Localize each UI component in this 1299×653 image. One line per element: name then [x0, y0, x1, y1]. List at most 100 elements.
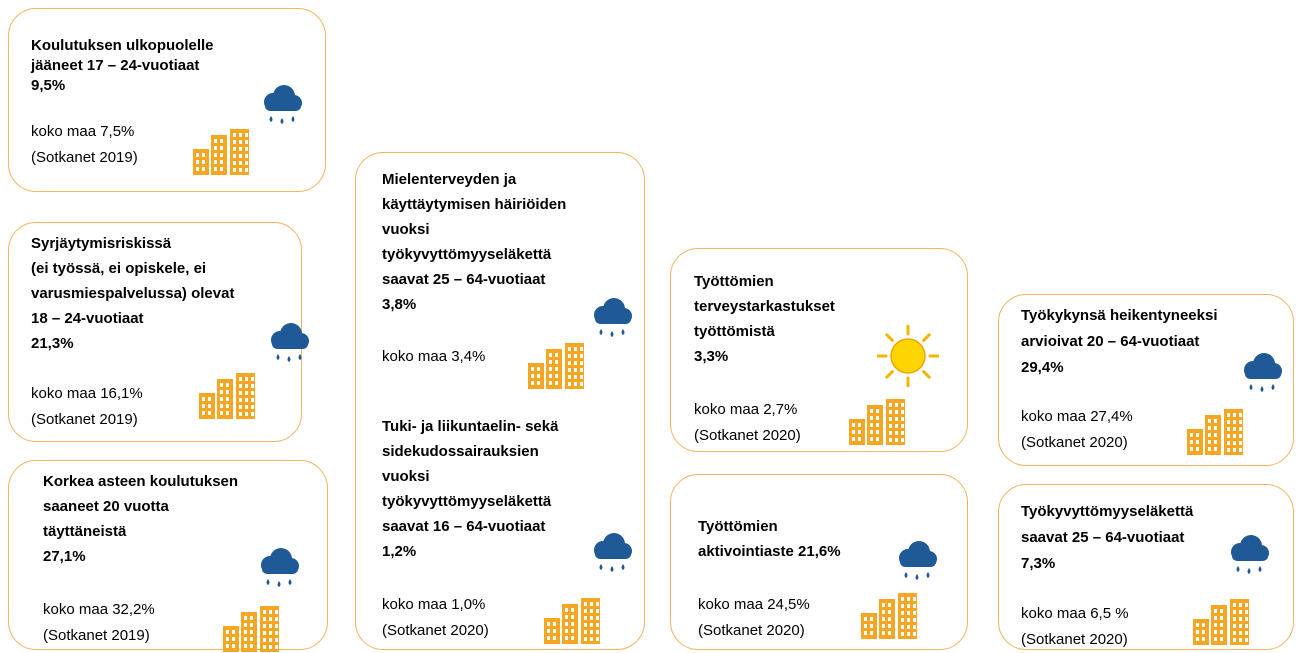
window: [245, 412, 248, 416]
window: [568, 347, 571, 351]
window: [239, 147, 242, 151]
window: [553, 629, 556, 633]
title-line: sidekudossairauksien: [382, 443, 539, 460]
window: [882, 617, 885, 621]
indicator-value: 3,3%: [694, 348, 729, 365]
window: [263, 624, 266, 628]
window: [549, 353, 552, 357]
title-line: saavat 16 – 64-vuotiaat: [382, 518, 546, 535]
window: [574, 354, 577, 358]
indicator-value: 3,8%: [382, 296, 417, 313]
sun-ray: [922, 370, 931, 379]
window: [1214, 419, 1217, 423]
window: [202, 153, 205, 157]
window: [901, 604, 904, 608]
window: [1239, 610, 1242, 614]
window: [584, 637, 587, 641]
indicator-value: 7,3%: [1021, 555, 1056, 572]
window: [275, 645, 278, 649]
window: [1233, 420, 1236, 424]
card: Työttömien terveystarkastukset työttömistä…: [670, 248, 968, 452]
window: [1233, 617, 1236, 621]
window: [1227, 441, 1230, 445]
window: [1208, 426, 1211, 430]
window: [565, 622, 568, 626]
title-line: vuoksi: [382, 221, 430, 238]
window: [596, 616, 599, 620]
title-line: Korkea asteen koulutuksen: [43, 473, 239, 490]
sun-ray: [885, 370, 894, 379]
source: (Sotkanet 2019): [31, 149, 138, 166]
rain-drop: [1260, 386, 1264, 392]
window: [555, 374, 558, 378]
title-line: aktivointiaste 21,6%: [698, 543, 841, 560]
window: [852, 437, 855, 441]
window: [596, 602, 599, 606]
window: [196, 153, 199, 157]
window: [895, 424, 898, 428]
window: [1227, 413, 1230, 417]
window: [882, 631, 885, 635]
window: [852, 423, 855, 427]
window: [1220, 623, 1223, 627]
window: [1208, 419, 1211, 423]
window: [239, 384, 242, 388]
rain-drop: [298, 354, 302, 360]
window: [596, 623, 599, 627]
window: [889, 410, 892, 414]
window: [226, 644, 229, 648]
window: [1233, 413, 1236, 417]
title-block: Korkea asteen koulutuksen saaneet 20 vuot…: [43, 469, 238, 569]
national-comparison: koko maa 1,0%: [382, 596, 486, 613]
window: [596, 630, 599, 634]
rain-drop: [291, 116, 295, 122]
card: Työkyvyttömyyseläkettä saavat 25 – 64-vuo…: [998, 484, 1294, 650]
window: [263, 638, 266, 642]
cloud-part: [1232, 551, 1268, 561]
rain-drop: [1258, 566, 1262, 572]
window: [269, 610, 272, 614]
window: [858, 437, 861, 441]
window: [876, 423, 879, 427]
building: [199, 393, 215, 419]
window: [1233, 603, 1236, 607]
rain-drop: [280, 118, 284, 124]
national-comparison: koko maa 3,4%: [382, 348, 486, 365]
rain-cloud-icon: [264, 85, 302, 124]
window: [531, 381, 534, 385]
window: [245, 154, 248, 158]
window: [244, 637, 247, 641]
window: [275, 631, 278, 635]
window: [549, 381, 552, 385]
window: [269, 624, 272, 628]
cloud-part: [272, 339, 308, 349]
window: [275, 624, 278, 628]
rain-cloud-icon: [261, 548, 299, 587]
window: [1190, 447, 1193, 451]
window: [214, 160, 217, 164]
window: [888, 603, 891, 607]
window: [876, 437, 879, 441]
window: [913, 611, 916, 615]
window: [220, 404, 223, 408]
rain-drop: [276, 354, 280, 360]
buildings-icon: [193, 129, 249, 175]
national-comparison: koko maa 7,5%: [31, 123, 135, 140]
title-line: saaneet 20 vuotta: [43, 498, 169, 515]
window: [574, 361, 577, 365]
window: [239, 133, 242, 137]
buildings-icon: [1187, 409, 1243, 455]
window: [226, 411, 229, 415]
window: [531, 367, 534, 371]
window: [590, 609, 593, 613]
window: [202, 397, 205, 401]
window: [244, 630, 247, 634]
indicator-value: 21,3%: [31, 335, 74, 352]
building: [223, 626, 239, 652]
window: [239, 161, 242, 165]
window: [590, 616, 593, 620]
window: [214, 167, 217, 171]
window: [537, 374, 540, 378]
window: [1239, 638, 1242, 642]
